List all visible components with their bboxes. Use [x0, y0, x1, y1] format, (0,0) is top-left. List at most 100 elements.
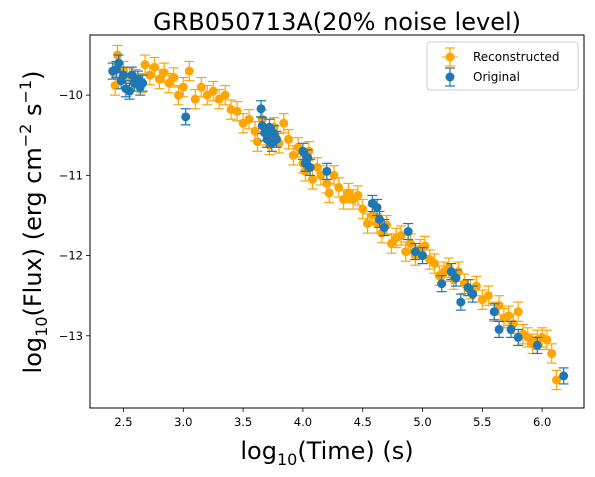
x-tick-label: 6.0	[533, 415, 551, 429]
marker-original	[303, 153, 313, 163]
marker-reconstructed	[420, 241, 430, 251]
data-point-original	[506, 320, 517, 339]
marker-original	[451, 273, 461, 283]
data-point-reconstructed	[110, 75, 121, 96]
marker-reconstructed	[284, 134, 294, 144]
data-point-original	[417, 246, 428, 265]
data-point-reconstructed	[140, 54, 151, 75]
marker-reconstructed	[288, 150, 298, 160]
x-axis-label-sub: 10	[277, 450, 297, 469]
marker-original	[403, 227, 413, 237]
data-point-reconstructed	[168, 67, 179, 88]
marker-reconstructed	[252, 137, 262, 147]
x-tick-label: 4.0	[294, 415, 312, 429]
data-point-reconstructed	[178, 76, 189, 98]
legend-entry-original: Original	[445, 67, 520, 87]
marker-reconstructed	[174, 90, 184, 100]
marker-reconstructed	[110, 81, 120, 91]
data-point-reconstructed	[513, 301, 524, 322]
marker-reconstructed	[178, 82, 188, 92]
legend-marker-original	[445, 72, 455, 82]
marker-reconstructed	[220, 90, 230, 100]
marker-reconstructed	[494, 300, 504, 310]
data-point-reconstructed	[522, 327, 533, 348]
marker-reconstructed	[169, 73, 179, 83]
y-axis-label-sub: 10	[32, 317, 51, 337]
marker-original	[410, 247, 420, 257]
y-tick-label: −12	[59, 249, 83, 263]
marker-original	[489, 307, 499, 317]
marker-original	[298, 146, 308, 156]
marker-reconstructed	[396, 231, 406, 241]
data-point-original	[410, 242, 421, 261]
marker-reconstructed	[312, 162, 322, 172]
data-point-original	[558, 367, 569, 385]
marker-reconstructed	[184, 66, 194, 76]
y-tick-label: −10	[59, 88, 83, 102]
marker-original	[372, 202, 382, 212]
marker-original	[272, 134, 282, 144]
marker-reconstructed	[279, 118, 289, 128]
marker-original	[322, 166, 332, 176]
marker-reconstructed	[250, 126, 260, 136]
x-axis-label: log10(Time) (s)	[240, 437, 413, 469]
x-axis-label-pre: log	[240, 437, 277, 465]
marker-reconstructed	[150, 62, 160, 72]
marker-reconstructed	[159, 68, 169, 78]
data-point-reconstructed	[154, 68, 165, 90]
y-tick-label: −11	[59, 168, 83, 182]
marker-original	[138, 78, 148, 88]
marker-original	[379, 223, 389, 233]
legend-entry-reconstructed: Reconstructed	[442, 47, 560, 67]
data-point-original	[321, 162, 332, 180]
marker-reconstructed	[513, 307, 523, 317]
marker-original	[181, 112, 191, 122]
axes-frame	[89, 34, 585, 409]
marker-original	[118, 70, 128, 80]
data-point-original	[513, 328, 524, 347]
marker-reconstructed	[196, 82, 206, 92]
marker-original	[513, 332, 523, 342]
marker-reconstructed	[523, 332, 533, 342]
data-point-reconstructed	[252, 131, 263, 152]
marker-original	[468, 289, 478, 299]
data-point-reconstructed	[352, 185, 363, 206]
chart-title: GRB050713A(20% noise level)	[153, 8, 521, 36]
marker-reconstructed	[504, 311, 514, 321]
x-tick-label: 3.5	[234, 415, 252, 429]
data-point-original	[379, 218, 390, 237]
legend-label-reconstructed: Reconstructed	[473, 50, 560, 64]
legend: Reconstructed Original	[426, 41, 579, 91]
marker-reconstructed	[190, 94, 200, 104]
legend-label-original: Original	[473, 70, 520, 84]
y-tick-label: −13	[59, 329, 83, 343]
marker-original	[418, 251, 428, 261]
data-point-reconstructed	[546, 343, 557, 364]
marker-reconstructed	[154, 74, 164, 84]
y-axis-label-mid: (Flux) (erg cm	[19, 147, 47, 316]
marker-reconstructed	[358, 204, 368, 214]
marker-original	[264, 122, 274, 132]
data-point-original	[403, 222, 414, 241]
marker-reconstructed	[244, 114, 254, 124]
marker-reconstructed	[343, 188, 353, 198]
marker-reconstructed	[547, 348, 557, 358]
marker-reconstructed	[542, 335, 552, 345]
marker-reconstructed	[232, 106, 242, 116]
data-point-reconstructed	[551, 369, 562, 391]
x-axis-label-post: (Time) (s)	[297, 437, 413, 465]
y-axis-label-pre: log	[19, 337, 47, 374]
data-point-reconstructed	[395, 225, 406, 246]
marker-reconstructed	[334, 182, 344, 192]
marker-original	[506, 324, 516, 334]
series-layer	[107, 44, 569, 391]
marker-original	[256, 104, 266, 114]
y-axis-label-post: )	[19, 71, 47, 80]
data-point-reconstructed	[163, 72, 174, 94]
marker-original	[305, 162, 315, 172]
marker-reconstructed	[353, 190, 363, 200]
y-axis-label-mid2: s	[19, 104, 47, 124]
marker-reconstructed	[483, 291, 493, 301]
marker-reconstructed	[140, 60, 150, 70]
